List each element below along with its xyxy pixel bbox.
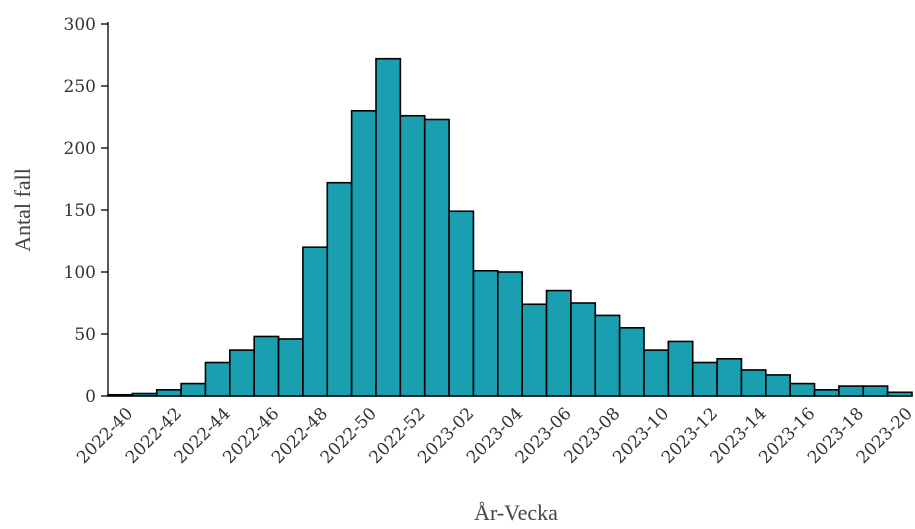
bar-2022-47 [277, 338, 304, 397]
bar-2023-17 [813, 388, 840, 397]
y-tick-label: 300 [64, 15, 96, 35]
bar-2022-44 [204, 361, 231, 397]
bar-2023-09 [618, 326, 645, 397]
y-tick-label: 150 [64, 201, 96, 221]
bar-2023-03 [472, 269, 499, 397]
bar-2022-51 [375, 57, 402, 397]
bar-2022-52 [399, 114, 426, 397]
bar-2023-13 [716, 357, 743, 397]
y-tick-label: 250 [64, 77, 96, 97]
y-tick-label: 50 [74, 325, 96, 345]
y-tick-label: 100 [64, 263, 96, 283]
bar-2023-11 [667, 340, 694, 397]
bar-2023-19 [862, 385, 889, 397]
bar-2022-49 [326, 181, 353, 397]
bar-2022-46 [253, 335, 280, 397]
bar-2023-07 [570, 302, 597, 397]
x-ticks-group: 2022-402022-422022-442022-462022-482022-… [73, 404, 915, 468]
bar-2023-02 [448, 210, 475, 397]
bar-2022-48 [302, 246, 329, 397]
bar-2023-06 [545, 289, 572, 397]
bar-2023-16 [789, 382, 816, 397]
bar-2023-04 [497, 271, 523, 397]
bar-2023-01 [423, 118, 450, 397]
y-ticks-group: 0 50 100 150 200 250 300 [64, 15, 108, 407]
y-axis-title: Antal fall [10, 168, 35, 252]
y-tick-label: 0 [85, 387, 96, 407]
bar-2022-45 [229, 349, 255, 397]
y-tick-label: 200 [64, 139, 96, 159]
bar-2023-08 [594, 314, 621, 397]
bar-2023-10 [643, 349, 670, 397]
bar-2023-18 [838, 385, 865, 397]
bar-2023-05 [521, 303, 548, 397]
bar-2022-40 [107, 393, 134, 397]
bar-2023-14 [740, 369, 767, 397]
bar-2022-41 [131, 392, 158, 397]
bar-2023-12 [691, 361, 718, 397]
bar-2023-15 [765, 374, 791, 397]
bar-2023-20 [886, 391, 913, 397]
x-axis-title: År-Vecka [474, 500, 558, 525]
bar-2022-43 [180, 382, 207, 397]
bar-2022-42 [155, 388, 182, 397]
bar-2022-50 [350, 110, 377, 397]
bars-group [107, 57, 913, 397]
